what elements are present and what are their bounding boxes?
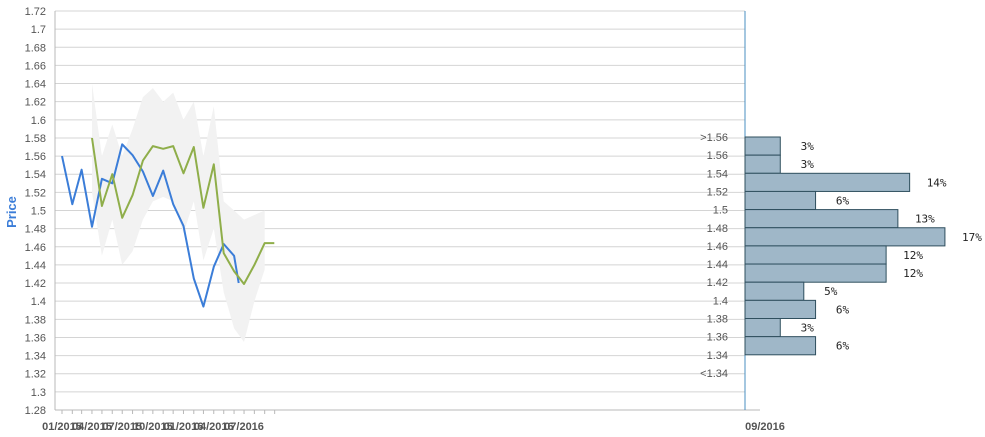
distribution-label: 1.48 (707, 223, 728, 235)
y-tick-label: 1.4 (31, 296, 46, 308)
y-tick-label: 1.32 (25, 369, 46, 381)
y-tick-label: 1.3 (31, 387, 46, 399)
x-tick-label: 04/2015 (72, 421, 112, 433)
y-tick-label: 1.58 (25, 133, 46, 145)
distribution-label: >1.56 (700, 132, 728, 144)
distribution-bar (744, 318, 781, 338)
distribution-percent: 6% (836, 303, 850, 316)
distribution-percent: 12% (903, 249, 923, 262)
distribution-percent: 13% (915, 213, 935, 226)
x-tick-label: 07/2016 (224, 421, 264, 433)
axes (54, 11, 760, 414)
y-tick-label: 1.5 (31, 206, 46, 218)
y-tick-labels: 1.28 1.3 1.32 1.34 1.36 1.38 1.4 1.42 1.44 1.46 1.… (25, 6, 46, 417)
distribution-bar (744, 281, 805, 301)
y-tick-label: 1.34 (25, 351, 46, 363)
grid-lines (55, 10, 745, 411)
y-tick-label: 1.46 (25, 242, 46, 254)
distribution-bar (744, 263, 887, 283)
distribution-percent: 5% (824, 285, 838, 298)
distribution-label: 1.54 (707, 168, 728, 180)
distribution-bar (744, 336, 817, 356)
distribution-percent: 17% (962, 231, 982, 244)
distribution-label: 1.36 (707, 332, 728, 344)
distribution-label: 1.52 (707, 186, 728, 198)
distribution-label: 1.4 (713, 295, 728, 307)
distribution-bars: >1.56 3% 1.56 3% 1.54 14% 1.52 6% 1.5 13% 1.48 17% 1… (700, 132, 982, 380)
distribution-bar (744, 227, 946, 247)
y-tick-label: 1.28 (25, 405, 46, 417)
distribution-bar (744, 190, 817, 211)
x-tick-label: 10/2015 (133, 421, 173, 433)
y-tick-label: 1.62 (25, 97, 46, 109)
distribution-bar (744, 172, 911, 192)
distribution-bar (744, 299, 817, 320)
distribution-percent: 14% (927, 176, 947, 189)
y-tick-label: 1.7 (31, 24, 46, 36)
series-lines (61, 137, 275, 308)
y-tick-label: 1.68 (25, 42, 46, 54)
distribution-percent: 12% (903, 267, 923, 280)
y-tick-label: 1.64 (25, 79, 46, 91)
distribution-label: 1.38 (707, 314, 728, 326)
x-tick-label: 01/2015 (42, 421, 82, 433)
series-line-2 (91, 137, 275, 285)
distribution-bar (744, 154, 781, 174)
y-tick-label: 1.48 (25, 224, 46, 236)
distribution-percent: 6% (836, 340, 850, 353)
y-tick-label: 1.52 (25, 187, 46, 199)
y-tick-label: 1.44 (25, 260, 46, 272)
x-tick-label: 01/2016 (164, 421, 204, 433)
x-tick-label: 09/2016 (745, 421, 785, 433)
y-tick-label: 1.56 (25, 151, 46, 163)
y-tick-label: 1.36 (25, 332, 46, 344)
distribution-percent: 3% (801, 322, 815, 335)
x-tick-label: 07/2015 (102, 421, 142, 433)
y-axis-label: Price (4, 196, 19, 228)
distribution-label: <1.34 (700, 368, 728, 380)
y-tick-label: 1.42 (25, 278, 46, 290)
distribution-label: 1.56 (707, 150, 728, 162)
series-line-1 (61, 143, 240, 308)
y-tick-label: 1.66 (25, 60, 46, 72)
x-tick-labels: 01/201504/201507/201510/201501/201604/20… (42, 421, 785, 433)
y-tick-label: 1.54 (25, 169, 46, 181)
distribution-label: 1.5 (713, 205, 728, 217)
distribution-label: 1.42 (707, 277, 728, 289)
distribution-bar (744, 245, 887, 265)
y-tick-label: 1.38 (25, 314, 46, 326)
distribution-label: 1.44 (707, 259, 728, 271)
distribution-percent: 3% (801, 140, 815, 153)
distribution-bar (744, 209, 899, 229)
y-tick-label: 1.72 (25, 6, 46, 18)
distribution-label: 1.34 (707, 350, 728, 362)
distribution-label: 1.46 (707, 241, 728, 253)
y-tick-label: 1.6 (31, 115, 46, 127)
distribution-percent: 3% (801, 158, 815, 171)
distribution-percent: 6% (836, 194, 850, 207)
x-tick-label: 04/2016 (194, 421, 234, 433)
distribution-bar (744, 136, 781, 156)
